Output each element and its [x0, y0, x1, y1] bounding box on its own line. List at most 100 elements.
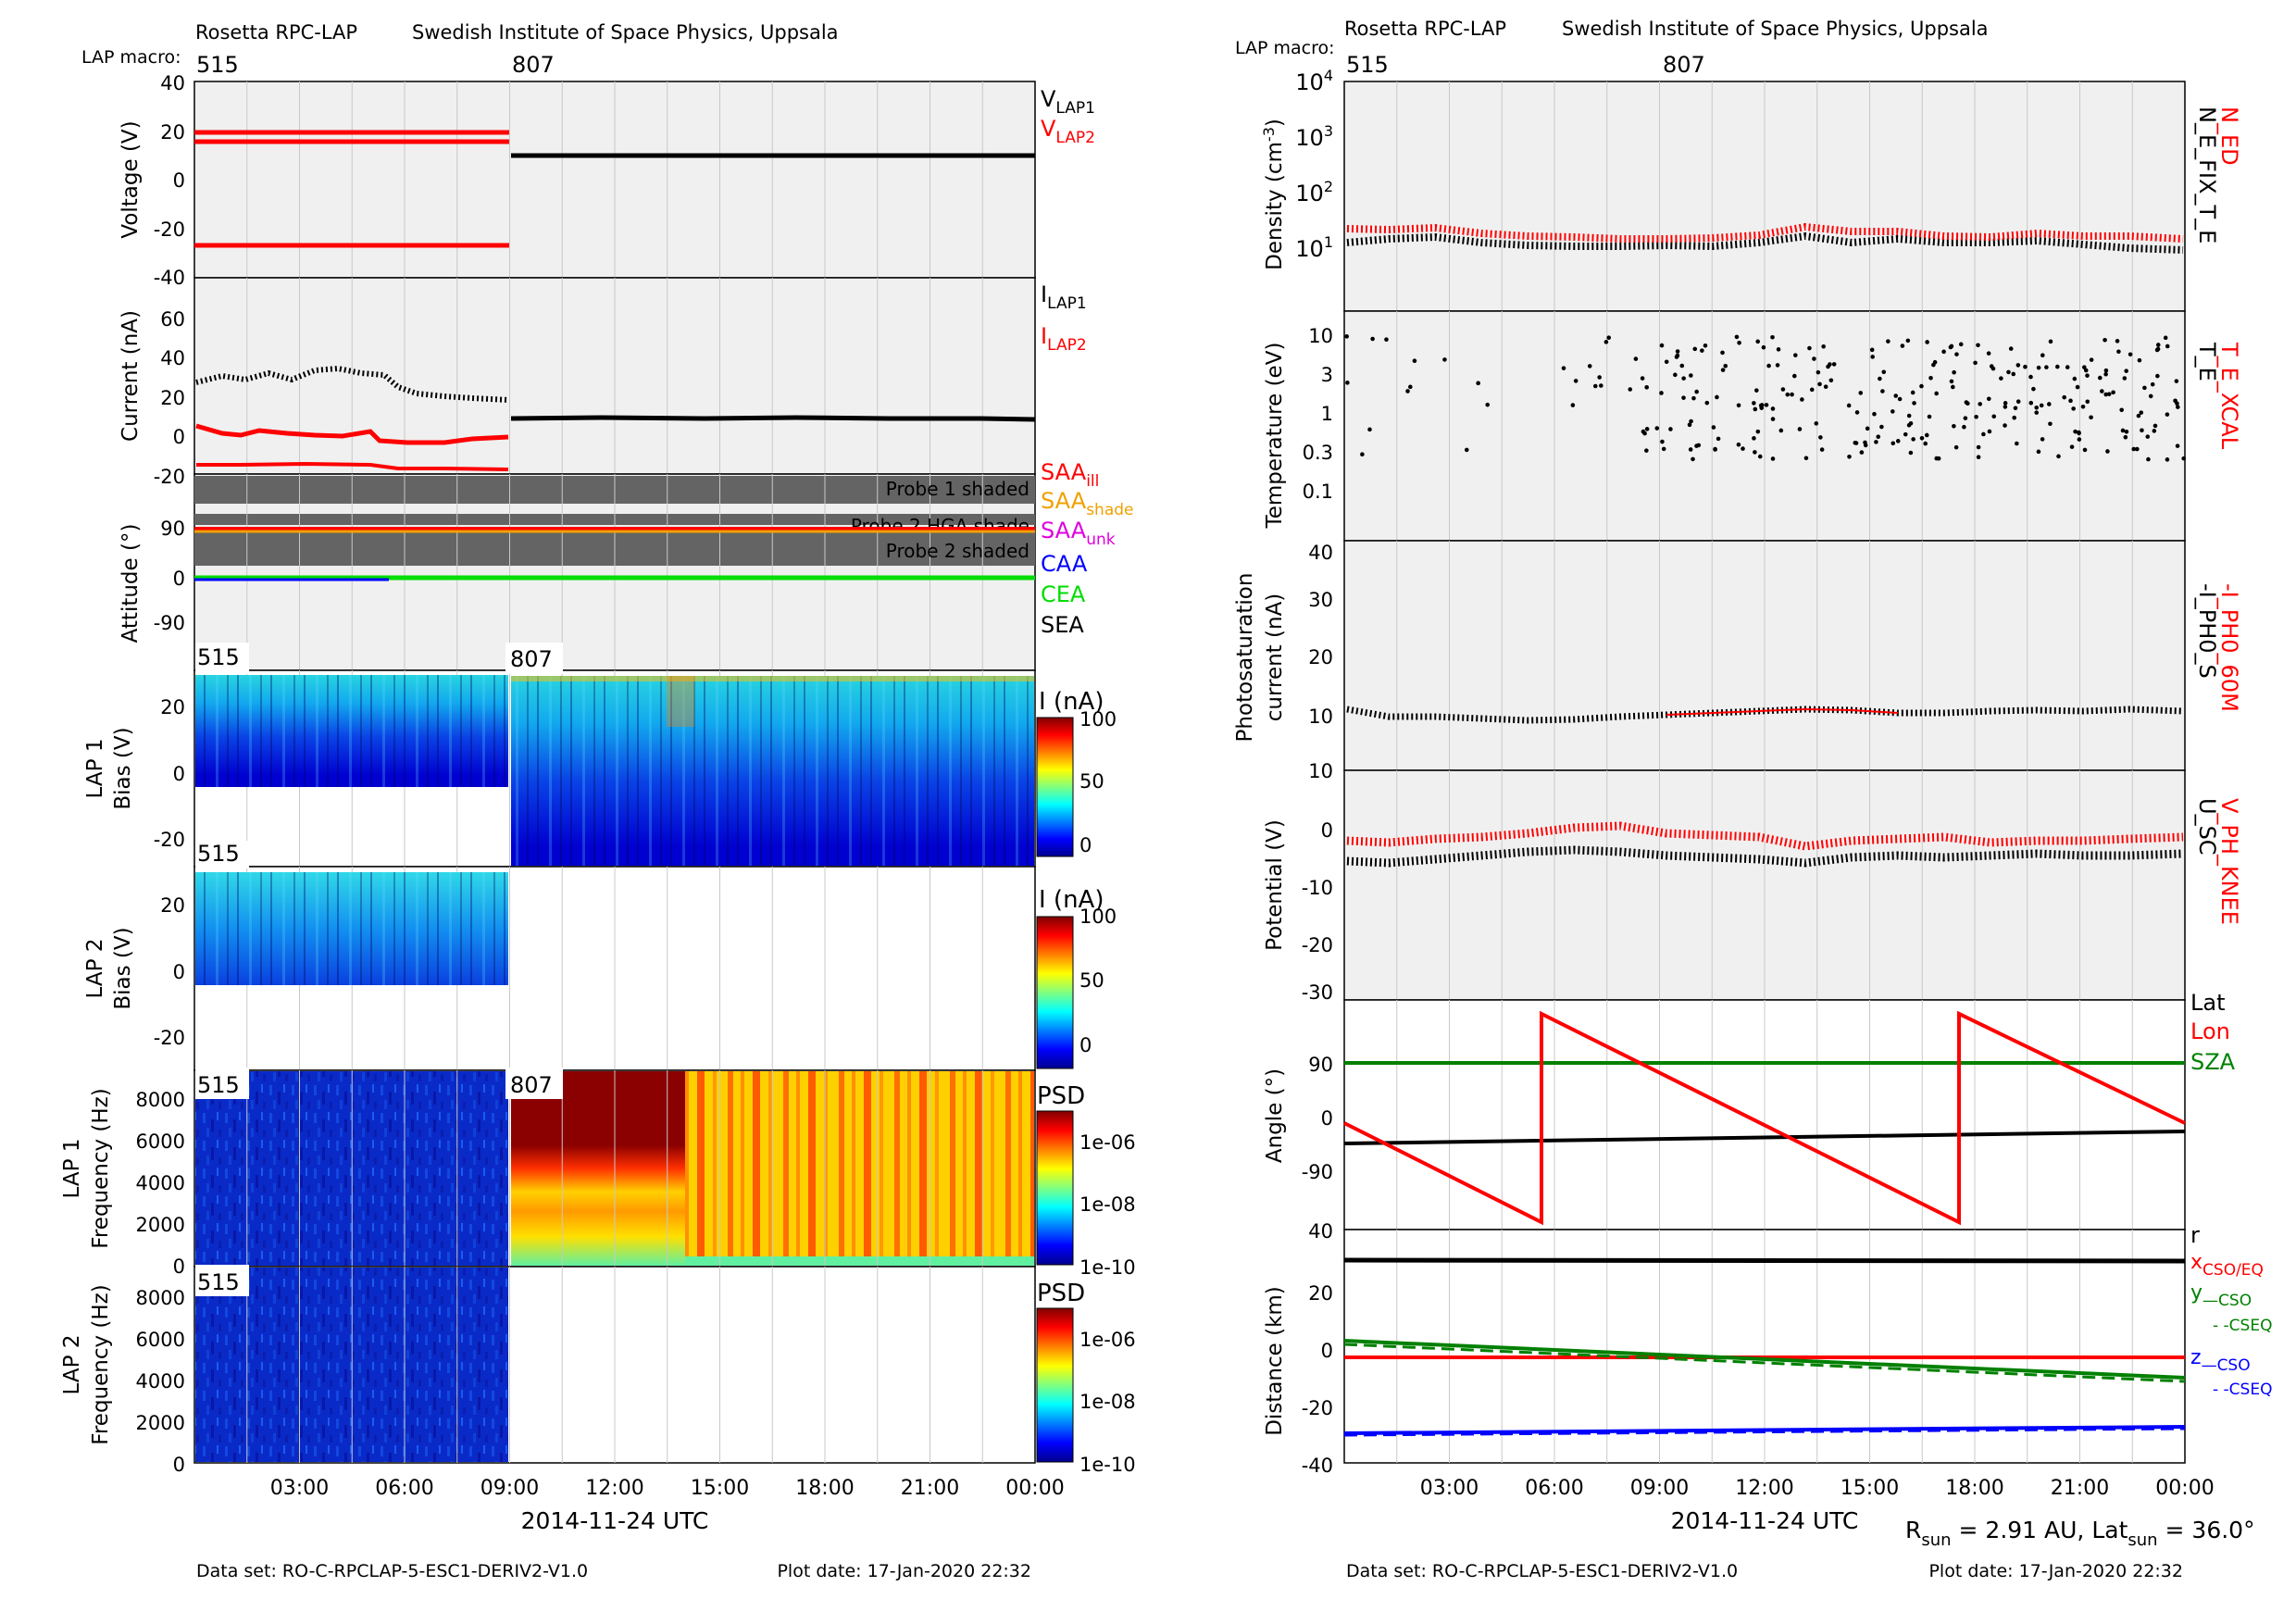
- right-macro-label: LAP macro:: [1235, 38, 1335, 58]
- t-e-point: [1691, 395, 1696, 401]
- z-cso-line: [1343, 1425, 2186, 1435]
- t-e-point: [2080, 404, 2086, 409]
- attitude-ylabel: Attitude (°): [119, 524, 143, 643]
- i-lap2-trace: [195, 423, 509, 445]
- svg-text:0.1: 0.1: [1303, 481, 1333, 503]
- t-e-point: [2039, 403, 2044, 408]
- t-e-point: [1476, 381, 1480, 386]
- svg-text:-20: -20: [1302, 934, 1333, 956]
- t-e-point: [1978, 402, 1983, 406]
- lap2-psd-cbar-tick-1e-08: 1e-08: [1079, 1391, 1136, 1413]
- legend-x: xCSO/EQ: [2190, 1251, 2264, 1280]
- svg-text:40: 40: [160, 72, 185, 94]
- t-e-point: [1628, 387, 1633, 392]
- current-panel: 60 40 20 0 -20 Current (nA) ILAP1 ILAP2: [119, 277, 1087, 488]
- t-e-point: [1828, 362, 1832, 367]
- t-e-point: [1951, 384, 1955, 390]
- legend-z-cseq: - -CSEQ: [2213, 1380, 2272, 1399]
- t-e-point: [2015, 441, 2019, 446]
- t-e-point: [1863, 440, 1867, 445]
- n-e-fix-trace: [1346, 231, 2184, 254]
- t-e-point: [2155, 346, 2161, 352]
- legend-u-sc: U_SC: [2194, 798, 2220, 856]
- lap2-bias-ylabel-2: Bias (V): [111, 927, 135, 1009]
- t-e-point: [1890, 441, 1896, 446]
- t-e-point: [1688, 447, 1693, 452]
- t-e-point: [2062, 394, 2067, 400]
- lap1-freq-macro-515: 515: [197, 1072, 240, 1098]
- right-xaxis-label: 2014-11-24 UTC: [1671, 1507, 1859, 1534]
- lap1-freq-ylabel-2: Frequency (Hz): [89, 1088, 113, 1248]
- probe2-hga-shade-label: Probe 2 HGA shade: [851, 515, 1029, 537]
- t-e-point: [1561, 366, 1566, 370]
- t-e-point: [2083, 368, 2089, 373]
- t-e-point: [1895, 439, 1901, 443]
- probe2-shaded-label: Probe 2 shaded: [886, 540, 1029, 562]
- svg-text:3: 3: [1321, 364, 1333, 386]
- svg-text:20: 20: [160, 894, 185, 917]
- lap1-psd-cbar-tick-1e-08: 1e-08: [1079, 1193, 1136, 1216]
- svg-text:-90: -90: [154, 612, 185, 634]
- t-e-point: [2106, 392, 2112, 396]
- t-e-point: [1570, 403, 1576, 407]
- angle-yticks: 90 0 -90 40: [1302, 1054, 1333, 1243]
- temperature-scatter: [1344, 334, 2187, 462]
- t-e-point: [2034, 410, 2040, 415]
- t-e-point: [1976, 455, 1981, 460]
- legend-sea: SEA: [1041, 612, 1084, 638]
- potential-panel: 0 -10 -20 -30 Potential (V) V_PH_KNEE U_…: [1263, 769, 2242, 1004]
- i-lap2-trace-b: [196, 461, 509, 471]
- t-e-point: [1752, 401, 1756, 406]
- t-e-point: [1793, 353, 1798, 357]
- lap2-bias-cbar-tick-50: 50: [1079, 969, 1104, 992]
- t-e-point: [2135, 446, 2140, 452]
- lon-trace: [1343, 1010, 2186, 1226]
- t-e-point: [2146, 456, 2151, 462]
- t-e-point: [2075, 384, 2080, 390]
- t-e-point: [2150, 381, 2155, 387]
- t-e-point: [1790, 392, 1794, 397]
- t-e-point: [2165, 344, 2170, 349]
- t-e-point: [1668, 427, 1673, 431]
- t-e-point: [1819, 447, 1825, 452]
- lap1-bias-cbar-tick-0: 0: [1079, 834, 1092, 856]
- svg-text:0: 0: [1321, 1340, 1333, 1362]
- t-e-point: [1661, 446, 1666, 452]
- legend-i-ph0-60m: -I_PH0_60M: [2216, 583, 2242, 712]
- svg-text:20: 20: [1308, 1282, 1333, 1305]
- left-dataset: Data set: RO-C-RPCLAP-5-ESC1-DERIV2-V1.0: [196, 1561, 588, 1581]
- right-xtick-label: 00:00: [2155, 1477, 2214, 1500]
- lap1-freq-ylabel-1: LAP 1: [60, 1139, 84, 1199]
- right-rsun: Rsun = 2.91 AU, Latsun = 36.0°: [1905, 1517, 2255, 1550]
- t-e-point: [1962, 424, 1966, 430]
- t-e-point: [1681, 376, 1686, 381]
- right-instrument-title: Rosetta RPC-LAP: [1344, 18, 1506, 40]
- t-e-point: [1941, 349, 1946, 355]
- lap1-bias-cbar-tick-50: 50: [1079, 770, 1104, 793]
- svg-text:-40: -40: [154, 267, 185, 289]
- t-e-point: [1412, 358, 1417, 363]
- t-e-point: [1592, 383, 1598, 389]
- t-e-point: [1949, 379, 1954, 384]
- n-ed-trace: [1346, 222, 2184, 243]
- temperature-ylabel: Temperature (eV): [1263, 343, 1287, 530]
- t-e-point: [1964, 400, 1969, 405]
- t-e-point: [1821, 344, 1826, 349]
- t-e-point: [1928, 375, 1933, 381]
- t-e-point: [2174, 379, 2179, 383]
- t-e-point: [2006, 369, 2011, 375]
- left-xtick-label: 15:00: [691, 1477, 749, 1500]
- lap2-bias-cbar-tick-100: 100: [1079, 906, 1117, 928]
- density-yticks: 104 103 102 101: [1295, 67, 1333, 262]
- t-e-point: [1603, 340, 1609, 344]
- t-e-point: [1464, 447, 1469, 453]
- t-e-point: [1679, 363, 1685, 369]
- left-macro-515: 515: [196, 52, 239, 78]
- t-e-point: [2103, 368, 2109, 373]
- t-e-point: [1633, 356, 1639, 361]
- left-xaxis-label: 2014-11-24 UTC: [521, 1507, 709, 1534]
- t-e-point: [2124, 369, 2128, 373]
- legend-v-lap2: VLAP2: [1041, 116, 1095, 147]
- lap1-bias-macro-807: 807: [510, 646, 553, 672]
- t-e-point: [1931, 362, 1936, 368]
